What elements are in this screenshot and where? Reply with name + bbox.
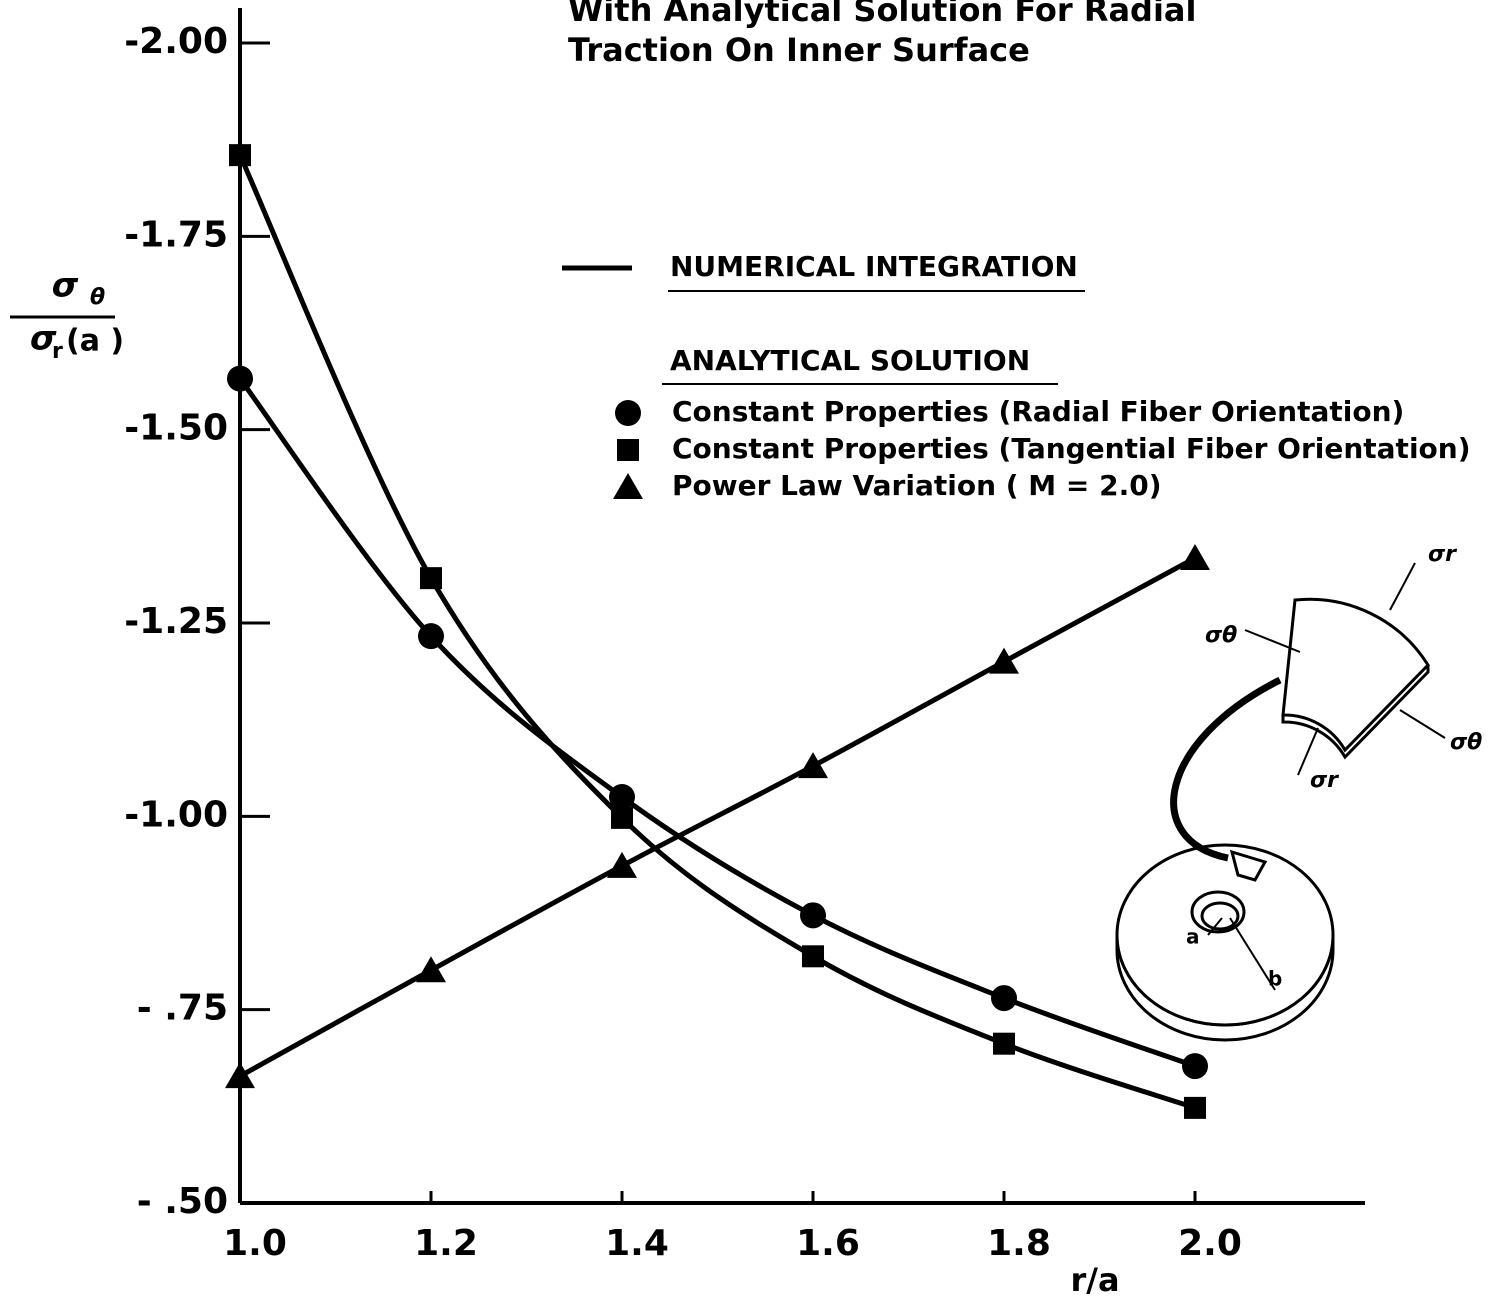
x-label: r/a	[1070, 1261, 1119, 1299]
y-tick-label: -1.00	[124, 794, 228, 835]
data-point	[227, 366, 253, 392]
inset-label: b	[1268, 967, 1282, 991]
data-point	[989, 648, 1019, 674]
inset-label: a	[1186, 925, 1200, 949]
legend-line-label: NUMERICAL INTEGRATION	[670, 250, 1078, 283]
data-point	[607, 852, 637, 878]
y-tick-label: - .75	[137, 988, 228, 1029]
data-point	[1184, 1097, 1206, 1119]
data-point	[225, 1062, 255, 1088]
y-label-num: σ	[52, 266, 79, 306]
data-point	[798, 752, 828, 778]
legend-label: Constant Properties (Tangential Fiber Or…	[672, 432, 1471, 465]
legend-marker	[615, 400, 641, 426]
y-tick-label: -1.25	[124, 601, 228, 642]
y-label-num-sub: θ	[90, 285, 105, 310]
inset-label: σr	[1428, 542, 1457, 567]
x-tick-label: 1.0	[223, 1223, 287, 1264]
inset-label: σr	[1310, 768, 1339, 793]
x-tick-label: 2.0	[1178, 1223, 1242, 1264]
y-label-den-sub: r	[52, 339, 63, 364]
data-point	[229, 144, 251, 166]
title-line: Traction On Inner Surface	[568, 31, 1030, 69]
x-tick-label: 1.6	[796, 1223, 860, 1264]
data-point	[416, 956, 446, 982]
data-point	[611, 807, 633, 829]
y-tick-label: -1.75	[124, 214, 228, 255]
data-point	[1180, 544, 1210, 570]
legend-marker	[617, 439, 639, 461]
data-point	[420, 567, 442, 589]
chart: With Analytical Solution For Radial Trac…	[0, 0, 1490, 1300]
y-label-den-arg: (a )	[66, 324, 124, 359]
curve	[240, 558, 1195, 1076]
data-point	[991, 985, 1017, 1011]
legend-title: ANALYTICAL SOLUTION	[670, 344, 1030, 377]
data-point	[1182, 1053, 1208, 1079]
inset-label: σθ	[1205, 623, 1237, 648]
x-tick-label: 1.4	[605, 1223, 669, 1264]
y-tick-label: -2.00	[124, 21, 228, 62]
data-point	[800, 902, 826, 928]
data-point	[993, 1033, 1015, 1055]
y-tick-label: -1.50	[124, 408, 228, 449]
y-tick-label: - .50	[137, 1181, 228, 1222]
x-tick-label: 1.2	[414, 1223, 478, 1264]
legend-label: Constant Properties (Radial Fiber Orient…	[672, 395, 1404, 428]
legend-marker	[613, 473, 643, 499]
data-point	[418, 623, 444, 649]
title-line: With Analytical Solution For Radial	[568, 0, 1196, 29]
inset-label: σθ	[1450, 730, 1482, 755]
legend-label: Power Law Variation ( M = 2.0)	[672, 469, 1162, 502]
curve	[240, 155, 1195, 1108]
data-point	[802, 945, 824, 967]
x-tick-label: 1.8	[987, 1223, 1051, 1264]
